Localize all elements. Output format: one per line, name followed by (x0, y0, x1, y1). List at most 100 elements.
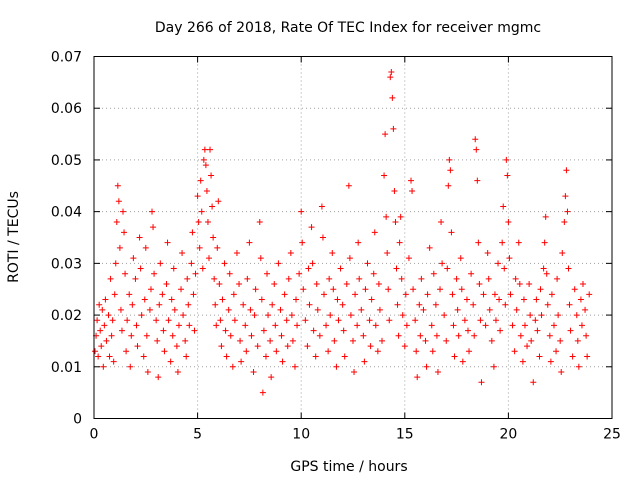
data-point (314, 306, 321, 313)
data-point (475, 239, 482, 246)
data-point (536, 353, 543, 360)
data-point (343, 281, 350, 288)
data-point (499, 239, 506, 246)
data-point (447, 167, 454, 174)
data-point (486, 306, 493, 313)
data-point (242, 322, 249, 329)
data-point (319, 234, 326, 241)
data-point (214, 244, 221, 251)
data-point (412, 317, 419, 324)
data-point (485, 275, 492, 282)
data-point (267, 337, 274, 344)
data-point (175, 322, 182, 329)
data-point (112, 260, 119, 267)
data-point (520, 296, 527, 303)
data-point (516, 281, 523, 288)
data-point (574, 337, 581, 344)
data-point (472, 136, 479, 143)
data-point (379, 337, 386, 344)
data-point (179, 250, 186, 257)
data-point (439, 260, 446, 267)
data-point (318, 203, 325, 210)
data-point (169, 332, 176, 339)
data-point (502, 301, 509, 308)
data-point (265, 312, 272, 319)
data-point (573, 312, 580, 319)
data-point (356, 275, 363, 282)
data-point (316, 332, 323, 339)
data-point (428, 322, 435, 329)
data-point (190, 291, 197, 298)
data-point (100, 363, 107, 370)
data-point (182, 337, 189, 344)
data-point (143, 332, 150, 339)
data-point (252, 286, 259, 293)
data-point (513, 306, 520, 313)
data-point (426, 244, 433, 251)
data-point (221, 260, 228, 267)
data-point (160, 327, 167, 334)
data-point (289, 337, 296, 344)
data-point (366, 317, 373, 324)
data-point (320, 291, 327, 298)
data-point (118, 327, 125, 334)
data-point (444, 265, 451, 272)
x-tick-label: 20 (499, 427, 517, 443)
data-point (385, 286, 392, 293)
data-point (133, 322, 140, 329)
data-point (416, 301, 423, 308)
data-point (437, 286, 444, 293)
data-point (202, 162, 209, 169)
data-point (548, 291, 555, 298)
x-tick-label: 15 (396, 427, 414, 443)
data-point (189, 229, 196, 236)
data-point (299, 239, 306, 246)
data-point (372, 322, 379, 329)
data-point (398, 275, 405, 282)
data-point (192, 270, 199, 277)
data-point (92, 348, 99, 355)
data-point (507, 291, 514, 298)
data-point (167, 358, 174, 365)
data-point (482, 322, 489, 329)
data-point (111, 291, 118, 298)
data-point (243, 348, 250, 355)
data-point (309, 260, 316, 267)
data-point (532, 317, 539, 324)
data-point (492, 317, 499, 324)
data-point (351, 368, 358, 375)
data-point (329, 250, 336, 257)
data-point (184, 275, 191, 282)
data-point (171, 306, 178, 313)
data-point (156, 301, 163, 308)
data-point (409, 187, 416, 194)
data-point (346, 255, 353, 262)
data-point (277, 306, 284, 313)
data-point (147, 286, 154, 293)
data-point (497, 327, 504, 334)
data-point (579, 281, 586, 288)
data-point (157, 260, 164, 267)
data-point (218, 343, 225, 350)
data-point (196, 244, 203, 251)
data-point (413, 348, 420, 355)
data-point (559, 250, 566, 257)
data-point (541, 239, 548, 246)
data-point (562, 193, 569, 200)
data-point (563, 167, 570, 174)
data-point (213, 322, 220, 329)
x-tick-label: 25 (603, 427, 621, 443)
data-point (173, 343, 180, 350)
data-point (381, 172, 388, 179)
data-point (382, 131, 389, 138)
data-point (211, 275, 218, 282)
data-point (168, 296, 175, 303)
x-tick-labels: 0 5 10 15 20 25 (90, 427, 621, 443)
data-point (283, 317, 290, 324)
data-point (544, 301, 551, 308)
data-point (553, 348, 560, 355)
data-point (564, 208, 571, 215)
data-point (458, 286, 465, 293)
data-point (113, 218, 120, 225)
